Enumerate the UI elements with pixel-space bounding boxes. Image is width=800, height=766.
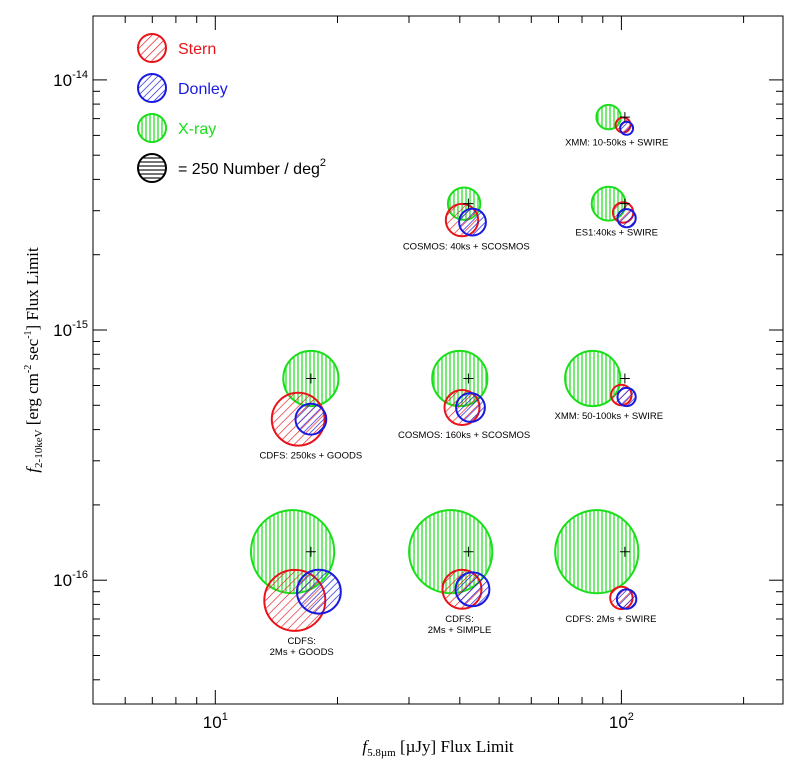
marker-xmm-10-50ks-swire [619,112,630,123]
marker-cosmos-160ks-scosmos [463,373,474,384]
field-cdfs-2ms-swire: CDFS: 2Ms + SWIRE [554,509,656,625]
y-tick-label: 10-14 [53,69,88,90]
field-label-xmm-10-50ks-swire: XMM: 10-50ks + SWIRE [565,138,668,149]
legend-swatch [137,33,167,63]
donley-circle-es1-40ks-swire [616,208,637,229]
field-cosmos-160ks-scosmos: COSMOS: 160ks + SCOSMOS [398,349,530,441]
field-label-es1-40ks-swire: ES1:40ks + SWIRE [575,228,658,239]
marker-es1-40ks-swire [619,198,630,209]
legend-label: Stern [178,41,216,58]
field-label-line: CDFS: 2Ms + SWIRE [565,614,656,625]
y-tick-label: 10-16 [53,569,88,590]
field-label-cdfs-2ms-swire: CDFS: 2Ms + SWIRE [565,614,656,625]
field-xmm-50-100ks-swire: XMM: 50-100ks + SWIRE [555,349,664,422]
marker-cdfs-2ms-simple [463,546,474,557]
field-label-cdfs-2ms-goods: CDFS: 2Ms + GOODS [270,636,334,658]
field-label-cdfs-250ks-goods: CDFS: 250ks + GOODS [260,451,363,462]
field-cdfs-250ks-goods: CDFS: 250ks + GOODS [260,349,363,462]
legend-item-x-ray: X-ray [137,113,216,143]
donley-circle-xmm-10-50ks-swire [619,120,635,136]
x-tick-label: 102 [609,711,634,732]
y-axis-title: f2-10keV [erg cm-2 sec-1] Flux Limit [23,247,45,473]
field-label-line: XMM: 10-50ks + SWIRE [565,138,668,149]
donley-circle-cdfs-250ks-goods [294,402,328,436]
plot-area: XMM: 10-50ks + SWIRE COSMOS: 40ks + SCOSM… [250,103,668,658]
axis-tick-labels: 101 102 10-16 10-15 10-14 [53,69,634,732]
x-tick-label: 101 [203,711,228,732]
legend-swatch [137,153,167,183]
legend-label: = 250 Number / deg2 [178,157,326,178]
field-label-cdfs-2ms-simple: CDFS: 2Ms + SIMPLE [428,614,492,636]
axis-ticks [92,16,783,704]
legend-swatch [137,113,167,143]
field-label-cosmos-40ks-scosmos: COSMOS: 40ks + SCOSMOS [403,241,530,252]
legend: Stern Donley X-ray = 250 Number / deg2 [137,33,326,183]
field-cdfs-2ms-simple: CDFS: 2Ms + SIMPLE [408,509,494,636]
field-label-line: XMM: 50-100ks + SWIRE [555,411,664,422]
field-label-line: CDFS: 250ks + GOODS [260,451,363,462]
legend-swatch [137,73,167,103]
xray-circle-cdfs-2ms-swire [554,509,640,595]
x-axis-title: f5.8µm [µJy] Flux Limit [362,737,514,759]
field-label-line: 2Ms + GOODS [270,647,334,658]
field-cdfs-2ms-goods: CDFS: 2Ms + GOODS [250,509,342,658]
marker-cdfs-250ks-goods [305,373,316,384]
donley-circle-cdfs-2ms-simple [454,571,491,608]
field-label-cosmos-160ks-scosmos: COSMOS: 160ks + SCOSMOS [398,430,530,441]
field-xmm-10-50ks-swire: XMM: 10-50ks + SWIRE [565,103,668,149]
field-es1-40ks-swire: ES1:40ks + SWIRE [575,185,658,239]
marker-cdfs-2ms-swire [619,546,630,557]
field-label-line: CDFS: [445,614,474,625]
donley-circle-cosmos-160ks-scosmos [455,392,486,423]
legend-label: X-ray [178,121,216,138]
donley-circle-xmm-50-100ks-swire [616,386,637,408]
marker-cosmos-40ks-scosmos [463,198,474,209]
legend-item-donley: Donley [137,73,228,103]
marker-cdfs-2ms-goods [305,546,316,557]
legend-label: Donley [178,81,228,98]
field-label-line: 2Ms + SIMPLE [428,625,492,636]
plot-frame [92,15,784,705]
donley-circle-cdfs-2ms-goods [296,568,342,615]
field-label-line: ES1:40ks + SWIRE [575,228,658,239]
donley-circle-cdfs-2ms-swire [615,588,638,610]
legend-item-stern: Stern [137,33,216,63]
field-label-line: CDFS: [287,636,316,647]
field-label-line: COSMOS: 160ks + SCOSMOS [398,430,530,441]
legend-item-250-number-deg: = 250 Number / deg2 [137,153,326,183]
field-cosmos-40ks-scosmos: COSMOS: 40ks + SCOSMOS [403,186,530,252]
donley-circle-cosmos-40ks-scosmos [458,207,487,237]
field-label-xmm-50-100ks-swire: XMM: 50-100ks + SWIRE [555,411,664,422]
y-tick-label: 10-15 [53,319,88,340]
field-label-line: COSMOS: 40ks + SCOSMOS [403,241,530,252]
marker-xmm-50-100ks-swire [619,373,630,384]
